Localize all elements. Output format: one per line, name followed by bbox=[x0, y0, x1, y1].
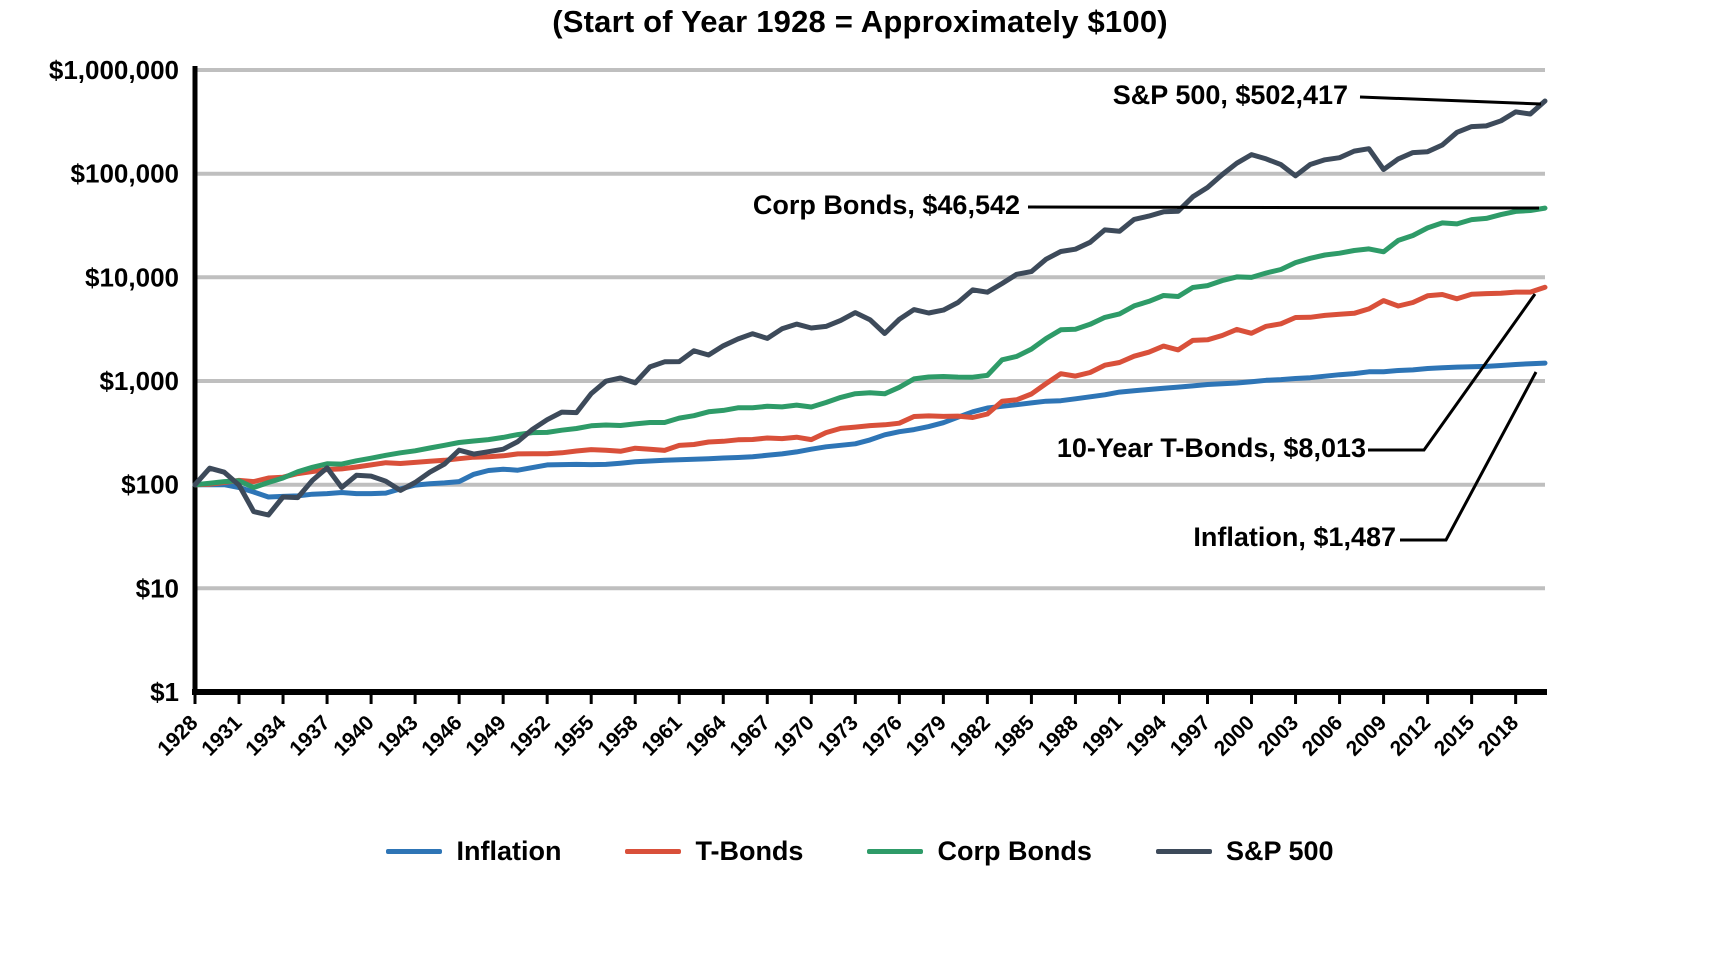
legend-item-t-bonds: T-Bonds bbox=[625, 836, 803, 867]
x-axis-label: 1961 bbox=[637, 711, 687, 761]
x-axis-label: 1967 bbox=[726, 711, 775, 760]
y-axis-label: $10,000 bbox=[85, 262, 179, 292]
x-axis-label: 1958 bbox=[593, 711, 643, 761]
x-axis-label: 1964 bbox=[682, 711, 732, 761]
legend-swatch-corp-bonds bbox=[867, 849, 924, 854]
x-axis-label: 1979 bbox=[902, 711, 951, 760]
leader-t-bonds bbox=[1368, 293, 1537, 452]
x-axis-label: 1943 bbox=[373, 711, 422, 760]
x-axis-label: 1976 bbox=[858, 711, 907, 760]
series-line-t-bonds bbox=[192, 284, 1548, 488]
x-axis-label: 1970 bbox=[770, 711, 819, 760]
series-line-inflation bbox=[192, 360, 1548, 500]
x-axis-label: 1991 bbox=[1078, 711, 1128, 761]
y-axis-label: $1,000,000 bbox=[49, 55, 179, 85]
x-axis-label: 1994 bbox=[1122, 711, 1172, 761]
x-axis-label: 1934 bbox=[241, 711, 291, 761]
x-axis-label: 1988 bbox=[1034, 711, 1084, 761]
legend-swatch-t-bonds bbox=[625, 849, 682, 854]
x-axis-label: 2006 bbox=[1298, 711, 1347, 760]
x-axis-label: 2015 bbox=[1430, 711, 1480, 761]
x-axis-label: 1982 bbox=[946, 711, 995, 760]
y-axis-label: $10 bbox=[136, 573, 179, 603]
x-axis-label: 1928 bbox=[153, 711, 203, 761]
annotation-sp500: S&P 500, $502,417 bbox=[1112, 80, 1348, 110]
x-axis-label: 1952 bbox=[505, 711, 554, 760]
legend-label-corp-bonds: Corp Bonds bbox=[937, 836, 1092, 866]
leader-sp500 bbox=[1359, 95, 1542, 106]
legend-label-s-p-500: S&P 500 bbox=[1225, 836, 1334, 866]
legend-swatch-inflation bbox=[386, 849, 443, 854]
y-axis-label: $1 bbox=[150, 677, 179, 707]
legend-item-corp-bonds: Corp Bonds bbox=[867, 836, 1092, 867]
x-axis-label: 1937 bbox=[285, 711, 334, 760]
x-axis-label: 2012 bbox=[1386, 711, 1435, 760]
y-axis-label: $100,000 bbox=[71, 159, 179, 189]
series-line-s-p-500 bbox=[192, 98, 1548, 518]
x-axis-label: 2003 bbox=[1254, 711, 1303, 760]
x-axis-label: 1955 bbox=[549, 711, 599, 761]
x-axis-label: 1985 bbox=[990, 711, 1040, 761]
series-line-corp-bonds bbox=[192, 205, 1548, 490]
y-axis-label: $1,000 bbox=[99, 366, 179, 396]
x-axis-label: 1931 bbox=[197, 711, 247, 761]
leader-inflation bbox=[1400, 371, 1538, 542]
x-axis-label: 2009 bbox=[1342, 711, 1391, 760]
legend-label-t-bonds: T-Bonds bbox=[695, 836, 804, 866]
x-axis-label: 1946 bbox=[417, 711, 466, 760]
legend-item-inflation: Inflation bbox=[386, 836, 561, 867]
leader-corp-bonds bbox=[1027, 205, 1540, 210]
x-axis-label: 2018 bbox=[1474, 711, 1524, 761]
legend: Inflation T-Bonds Corp Bonds S&P 500 bbox=[0, 836, 1720, 867]
x-axis-label: 1940 bbox=[329, 711, 378, 760]
x-axis-label: 1949 bbox=[461, 711, 510, 760]
x-axis-label: 2000 bbox=[1210, 711, 1259, 760]
annotation-corp-bonds: Corp Bonds, $46,542 bbox=[752, 190, 1020, 220]
y-axis-label: $100 bbox=[121, 470, 179, 500]
x-axis-label: 1997 bbox=[1166, 711, 1215, 760]
legend-label-inflation: Inflation bbox=[456, 836, 562, 866]
annotation-inflation: Inflation, $1,487 bbox=[1193, 522, 1396, 552]
annotation-t-bonds: 10-Year T-Bonds, $8,013 bbox=[1056, 433, 1366, 463]
legend-swatch-s-p-500 bbox=[1155, 849, 1212, 854]
chart-title: (Start of Year 1928 = Approximately $100… bbox=[552, 4, 1168, 39]
legend-item-s-p-500: S&P 500 bbox=[1155, 836, 1334, 867]
x-axis-label: 1973 bbox=[814, 711, 863, 760]
